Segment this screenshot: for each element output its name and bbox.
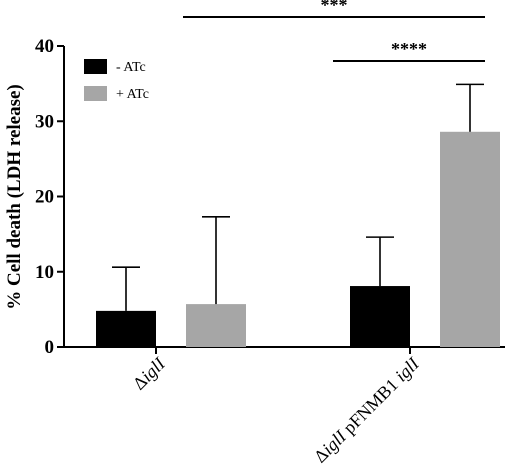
bar xyxy=(350,286,410,347)
y-tick-label: 0 xyxy=(45,337,55,358)
y-tick-label: 40 xyxy=(35,36,54,57)
significance-label: **** xyxy=(391,39,427,59)
bar xyxy=(186,304,246,347)
bars xyxy=(96,131,500,347)
significance-label: *** xyxy=(321,0,348,15)
bar xyxy=(96,310,156,347)
category-label-part: pFNMB1 xyxy=(336,371,405,440)
axes: 0 10 20 30 40 ΔiglI ΔiglI pFNMB1 iglI xyxy=(35,36,505,467)
category-label: ΔiglI pFNMB1 iglI xyxy=(310,353,424,467)
y-tick-label: 20 xyxy=(35,187,54,208)
bar xyxy=(440,131,500,347)
y-tick-label: 10 xyxy=(35,262,54,283)
y-tick-label: 30 xyxy=(35,111,54,132)
legend: - ATc + ATc xyxy=(84,59,149,102)
y-axis-label: % Cell death (LDH release) xyxy=(4,84,25,310)
legend-label: - ATc xyxy=(116,60,146,75)
legend-swatch xyxy=(84,86,107,101)
legend-label: + ATc xyxy=(116,87,149,102)
significance-brackets: ******* xyxy=(183,0,485,62)
category-label: ΔiglI xyxy=(129,353,170,394)
legend-swatch xyxy=(84,59,107,74)
error-bars xyxy=(112,83,484,311)
